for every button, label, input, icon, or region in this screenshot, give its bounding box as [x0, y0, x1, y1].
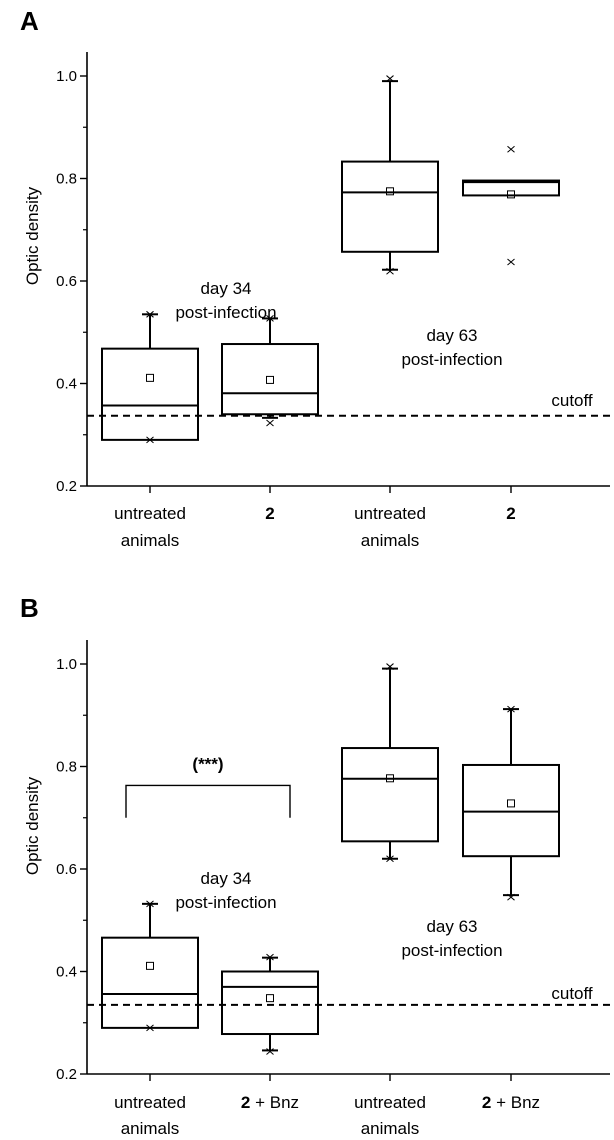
box-iqr	[341, 747, 439, 843]
min-marker	[146, 436, 154, 444]
timepoint-annotation: post-infection	[401, 941, 502, 960]
min-marker	[386, 267, 394, 275]
significance-label: (***)	[192, 754, 223, 773]
panel-label: B	[20, 593, 39, 623]
mean-marker	[507, 190, 515, 199]
cutoff-label: cutoff	[551, 391, 593, 410]
timepoint-annotation: day 34	[200, 279, 251, 298]
box-2	[221, 953, 319, 1055]
min-marker	[507, 893, 515, 901]
y-tick-label: 0.2	[56, 1066, 77, 1083]
box-iqr	[462, 179, 560, 197]
max-marker	[386, 663, 394, 670]
y-tick-label: 0.4	[56, 376, 77, 393]
mean-marker	[507, 799, 515, 808]
box-iqr	[221, 343, 319, 416]
chart-panel-b: B 0.2 0.4 0.6 0.8 1.0 Optic density untreated an…	[20, 593, 610, 1138]
x-tick-label: animals	[121, 531, 180, 550]
timepoint-annotation: day 63	[426, 917, 477, 936]
x-tick-label: 2 + Bnz	[482, 1093, 540, 1112]
max-marker	[386, 75, 394, 82]
x-tick-label: animals	[121, 1119, 180, 1138]
x-tick-label: animals	[361, 531, 420, 550]
y-axis-label: Optic density	[23, 776, 42, 875]
cutoff-label: cutoff	[551, 984, 593, 1003]
box-3	[341, 663, 439, 863]
max-marker	[146, 310, 154, 318]
x-tick-label: untreated	[114, 1093, 186, 1112]
y-tick-label: 0.6	[56, 273, 77, 290]
min-marker	[146, 1024, 154, 1032]
max-marker	[146, 900, 154, 908]
significance-bracket	[125, 784, 291, 818]
box-iqr	[101, 936, 199, 1029]
box-4	[462, 145, 560, 266]
box-iqr	[101, 347, 199, 441]
y-tick-label: 0.4	[56, 964, 77, 981]
x-tick-label: animals	[361, 1119, 420, 1138]
x-tick-label-part: 2	[241, 1093, 250, 1112]
max-marker	[507, 705, 515, 713]
min-marker	[266, 419, 274, 427]
min-marker	[386, 855, 394, 863]
box-3	[341, 75, 439, 275]
timepoint-annotation: post-infection	[175, 303, 276, 322]
timepoint-annotation: post-infection	[401, 350, 502, 369]
min-marker	[266, 1048, 274, 1055]
x-tick-label: 2	[506, 504, 515, 523]
timepoint-annotation: day 34	[200, 869, 251, 888]
mean-marker	[146, 961, 154, 970]
box-1	[101, 900, 199, 1032]
mean-marker	[146, 373, 154, 382]
box-iqr	[462, 763, 560, 858]
max-marker	[266, 953, 274, 961]
max-marker	[507, 145, 515, 153]
mean-marker	[386, 774, 394, 783]
y-tick-label: 1.0	[56, 656, 77, 673]
mean-marker	[266, 375, 274, 384]
box-2	[221, 315, 319, 427]
box-1	[101, 310, 199, 444]
x-tick-label: untreated	[114, 504, 186, 523]
box-4	[462, 705, 560, 901]
x-tick-label: 2	[265, 504, 274, 523]
timepoint-annotation: day 63	[426, 326, 477, 345]
mean-marker	[386, 187, 394, 196]
y-tick-label: 1.0	[56, 68, 77, 85]
min-marker	[507, 258, 515, 266]
x-tick-label-part: + Bnz	[250, 1093, 299, 1112]
x-tick-label-part: 2	[482, 1093, 491, 1112]
x-tick-label-part: + Bnz	[491, 1093, 540, 1112]
box-iqr	[221, 970, 319, 1036]
box-iqr	[341, 160, 439, 253]
x-tick-label: untreated	[354, 504, 426, 523]
y-tick-label: 0.8	[56, 171, 77, 188]
chart-panel-a: A 0.2 0.4 0.6 0.8 1.0 Optic density untreated an…	[20, 6, 610, 550]
y-axis-label: Optic density	[23, 186, 42, 285]
y-tick-label: 0.6	[56, 861, 77, 878]
x-tick-label: untreated	[354, 1093, 426, 1112]
timepoint-annotation: post-infection	[175, 893, 276, 912]
y-tick-label: 0.2	[56, 478, 77, 495]
mean-marker	[266, 994, 274, 1003]
panel-label: A	[20, 6, 39, 36]
y-tick-label: 0.8	[56, 759, 77, 776]
x-tick-label: 2 + Bnz	[241, 1093, 299, 1112]
max-marker	[266, 315, 274, 322]
